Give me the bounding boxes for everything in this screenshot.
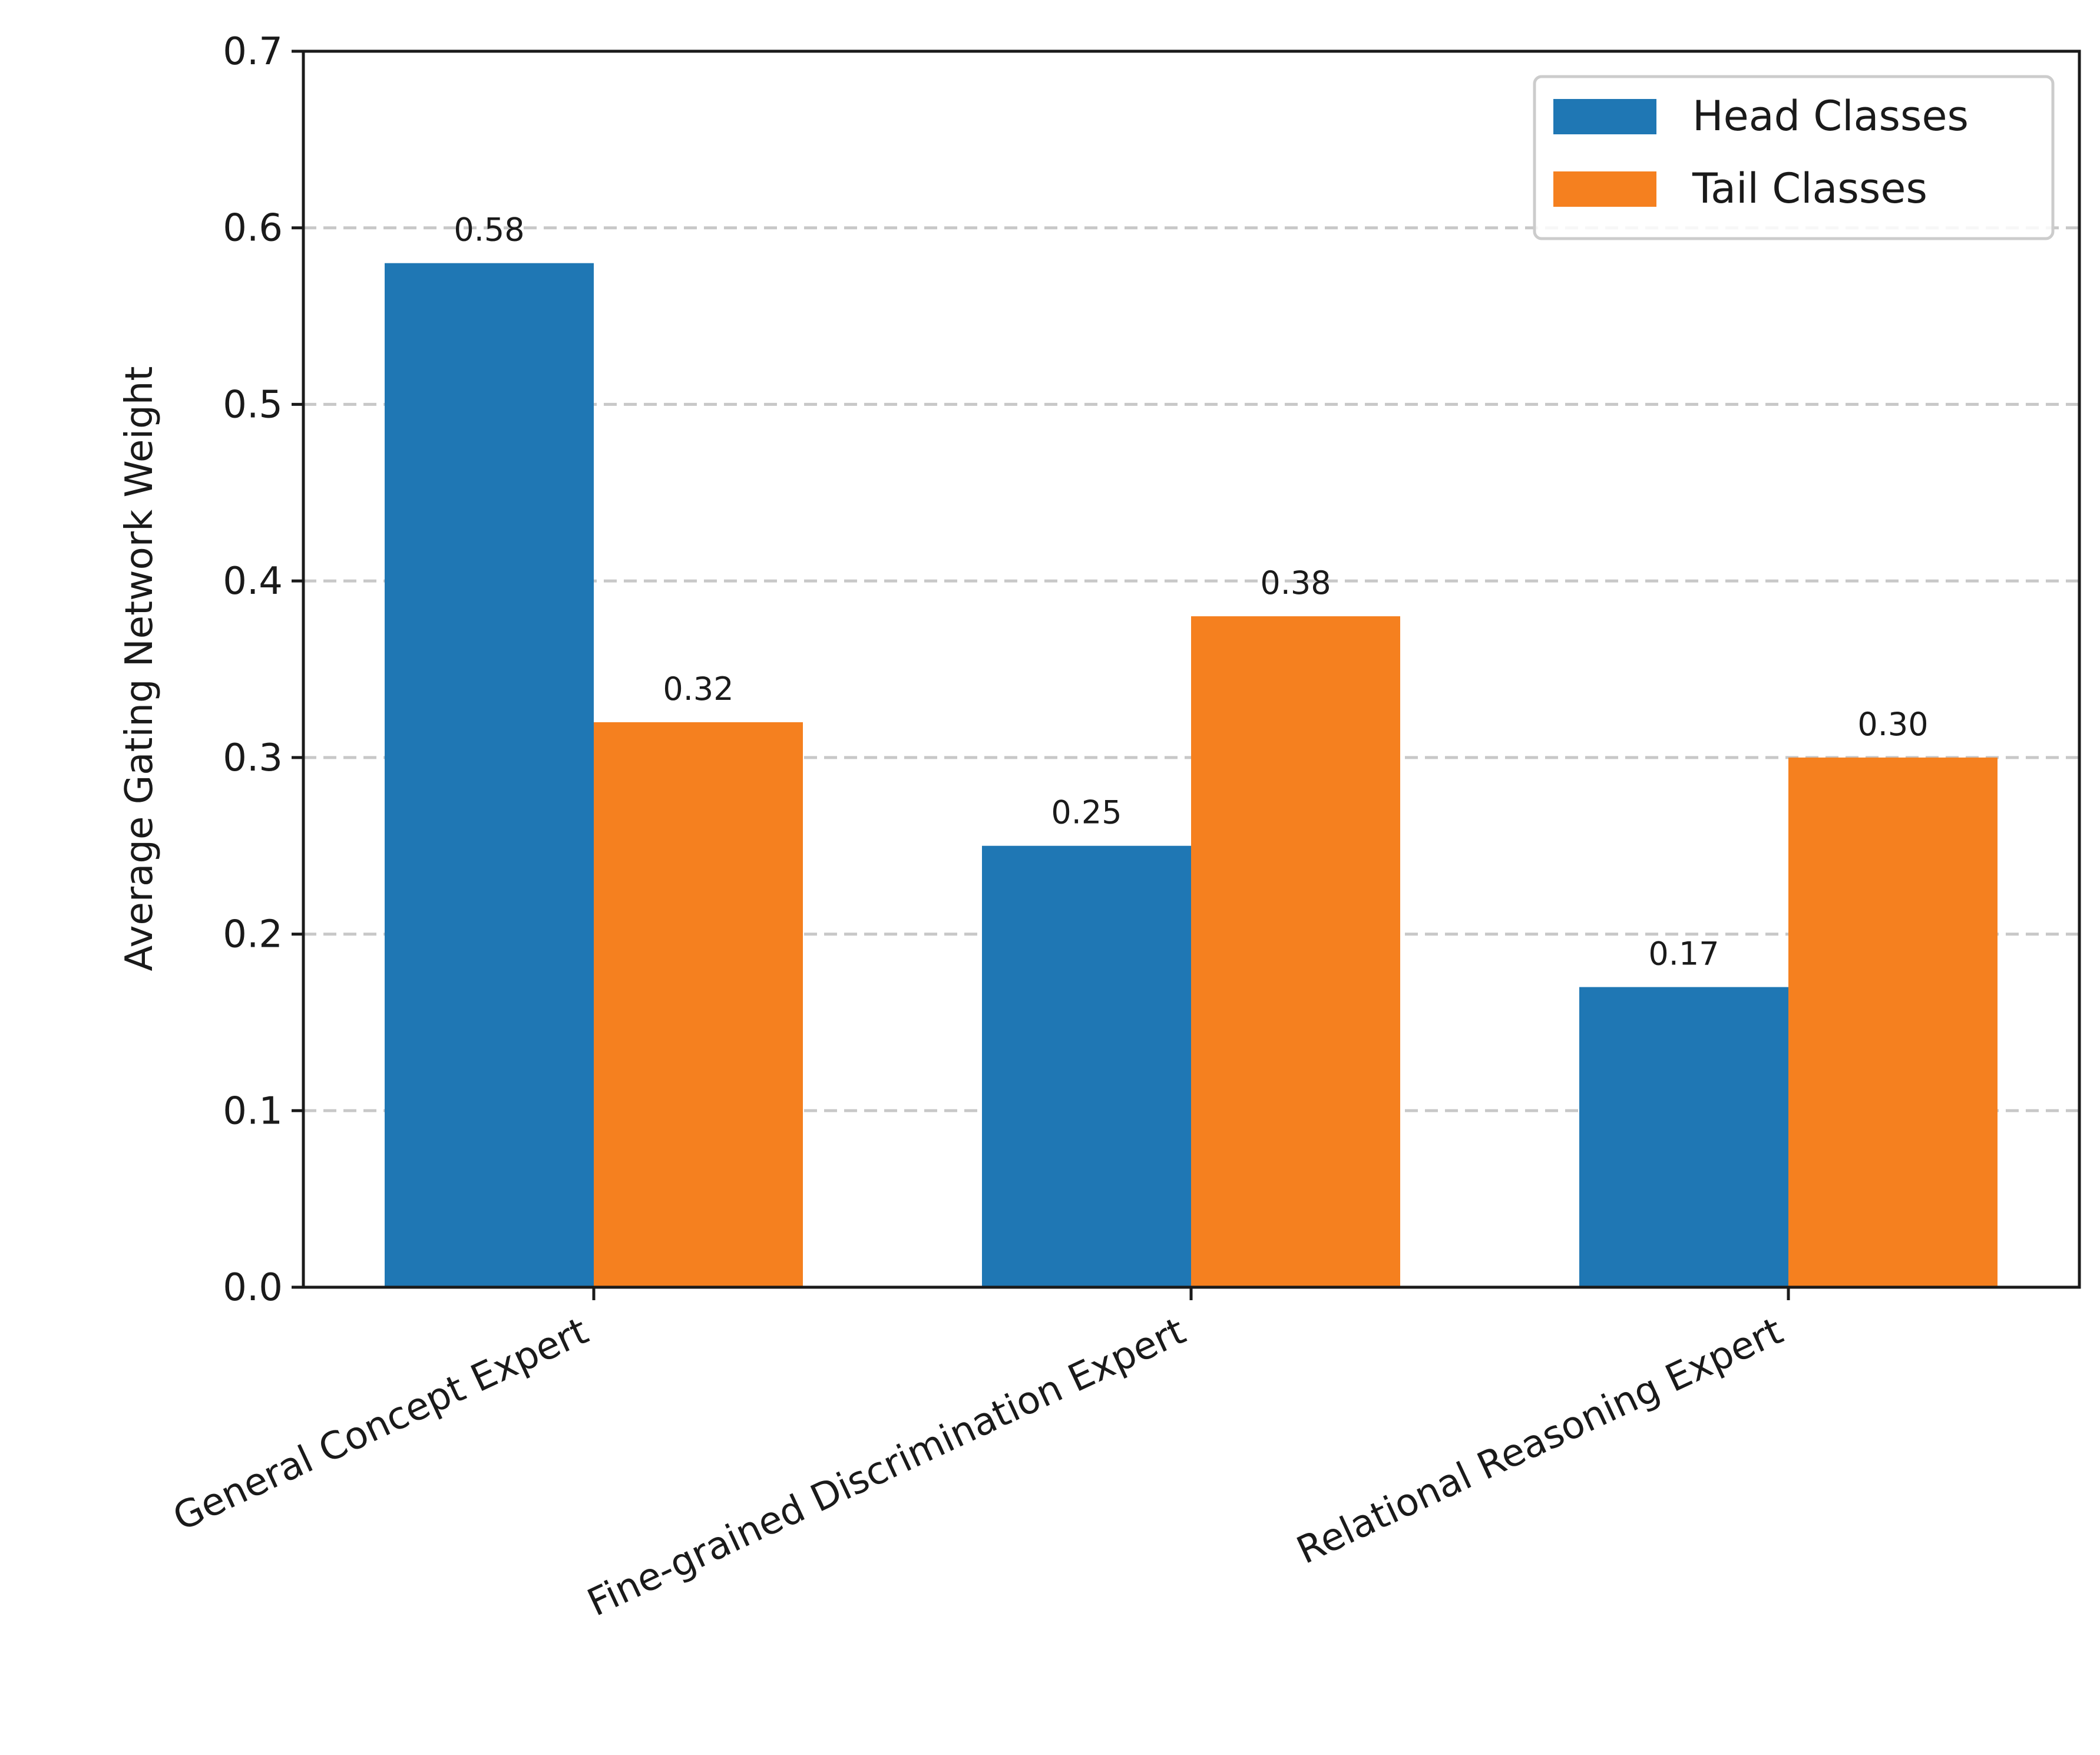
y-tick-label: 0.2 [223,913,283,957]
bar-tail [1788,757,1998,1287]
data-label: 0.25 [1051,794,1122,831]
legend-swatch [1553,99,1656,134]
legend-box [1533,75,2055,240]
x-tick-label: Fine-grained Discrimination Expert [581,1309,1192,1625]
x-tick-label: Relational Reasoning Expert [1291,1309,1790,1573]
bar-head [1579,987,1788,1287]
legend-swatch [1553,171,1656,207]
data-label: 0.38 [1260,564,1331,601]
data-label: 0.30 [1857,706,1928,743]
bar-tail [594,722,803,1287]
bar-head [982,845,1191,1287]
data-label: 0.32 [663,670,733,708]
bar-head [385,263,594,1288]
legend-label: Tail Classes [1692,164,1927,213]
x-tick-label: General Concept Expert [167,1309,595,1539]
y-tick-label: 0.4 [223,560,283,603]
y-tick-label: 0.7 [223,30,283,74]
data-label: 0.17 [1648,935,1719,972]
y-tick-label: 0.3 [223,736,283,780]
y-tick-label: 0.1 [223,1089,283,1133]
legend-label: Head Classes [1692,92,1969,140]
y-tick-label: 0.5 [223,383,283,427]
bars [385,263,1998,1288]
data-labels: 0.58 0.25 0.17 0.32 0.38 0.30 [454,211,1928,973]
data-label: 0.58 [454,211,524,249]
legend: Head Classes Tail Classes [1533,75,2055,240]
y-tick-label: 0.6 [223,207,283,250]
y-axis-label: Average Gating Network Weight [118,366,161,971]
bar-tail [1191,616,1400,1287]
y-tick-label: 0.0 [223,1266,283,1310]
